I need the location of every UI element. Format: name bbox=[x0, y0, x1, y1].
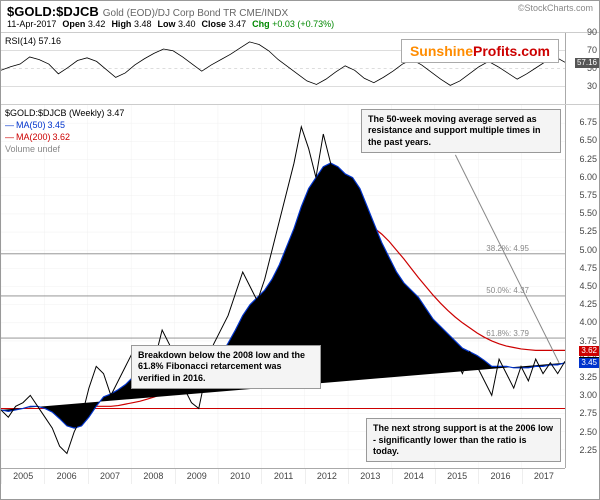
annotation-support: The next strong support is at the 2006 l… bbox=[366, 418, 561, 462]
rsi-legend: RSI(14) 57.16 bbox=[5, 35, 61, 47]
date-label: 11-Apr-2017 bbox=[7, 19, 56, 29]
close-group: Close 3.47 bbox=[202, 19, 247, 29]
x-tick: 2014 bbox=[392, 469, 435, 484]
value-badge: 3.45 bbox=[579, 358, 599, 368]
x-tick: 2009 bbox=[175, 469, 218, 484]
source-credit: ©StockCharts.com bbox=[518, 3, 593, 13]
main-legend: $GOLD:$DJCB (Weekly) 3.47 — MA(50) 3.45 … bbox=[5, 107, 124, 155]
legend-ticker: $GOLD:$DJCB (Weekly) 3.47 bbox=[5, 107, 124, 119]
main-yaxis: 2.252.502.753.003.253.503.754.004.254.50… bbox=[565, 105, 599, 468]
x-tick: 2005 bbox=[1, 469, 44, 484]
x-tick: 2010 bbox=[218, 469, 261, 484]
header-title-row: $GOLD:$DJCB Gold (EOD)/DJ Corp Bond TR C… bbox=[7, 4, 593, 19]
high-group: High 3.48 bbox=[111, 19, 151, 29]
watermark-part2: Profits.com bbox=[473, 43, 550, 59]
rsi-yaxis: 3050709057.16 bbox=[565, 33, 599, 104]
low-group: Low 3.40 bbox=[157, 19, 195, 29]
annotation-ma50: The 50-week moving average served as res… bbox=[361, 109, 561, 153]
x-tick: 2013 bbox=[348, 469, 391, 484]
legend-volume: Volume undef bbox=[5, 143, 124, 155]
chg-group: Chg +0.03 (+0.73%) bbox=[252, 19, 334, 29]
rsi-label: RSI(14) bbox=[5, 36, 36, 46]
main-plot: $GOLD:$DJCB (Weekly) 3.47 — MA(50) 3.45 … bbox=[1, 105, 565, 468]
legend-ma200: — MA(200) 3.62 bbox=[5, 131, 124, 143]
x-tick: 2008 bbox=[131, 469, 174, 484]
value-badge: 3.62 bbox=[579, 346, 599, 356]
chart-header: $GOLD:$DJCB Gold (EOD)/DJ Corp Bond TR C… bbox=[1, 1, 599, 32]
x-tick: 2015 bbox=[435, 469, 478, 484]
watermark-badge: SunshineProfits.com bbox=[401, 39, 559, 63]
x-tick: 2011 bbox=[261, 469, 304, 484]
ohlc-row: 11-Apr-2017 Open 3.42 High 3.48 Low 3.40… bbox=[7, 19, 593, 29]
legend-ma50: — MA(50) 3.45 bbox=[5, 119, 124, 131]
main-panel: $GOLD:$DJCB (Weekly) 3.47 — MA(50) 3.45 … bbox=[1, 104, 599, 484]
rsi-plot: RSI(14) 57.16 SunshineProfits.com bbox=[1, 33, 565, 104]
x-tick: 2017 bbox=[522, 469, 565, 484]
x-tick: 2016 bbox=[478, 469, 521, 484]
main-svg bbox=[1, 105, 565, 468]
chart-container: $GOLD:$DJCB Gold (EOD)/DJ Corp Bond TR C… bbox=[0, 0, 600, 500]
x-tick: 2012 bbox=[305, 469, 348, 484]
main-xaxis: 2005200620072008200920102011201220132014… bbox=[1, 468, 565, 484]
watermark-part1: Sunshine bbox=[410, 43, 473, 59]
annotation-breakdown: Breakdown below the 2008 low and the 61.… bbox=[131, 345, 321, 389]
open-group: Open 3.42 bbox=[62, 19, 105, 29]
rsi-panel: RSI(14) 57.16 SunshineProfits.com 305070… bbox=[1, 32, 599, 104]
rsi-value: 57.16 bbox=[39, 36, 62, 46]
x-tick: 2007 bbox=[88, 469, 131, 484]
ticker-symbol: $GOLD:$DJCB bbox=[7, 4, 99, 19]
ticker-description: Gold (EOD)/DJ Corp Bond TR CME/INDX bbox=[103, 8, 288, 19]
x-tick: 2006 bbox=[44, 469, 87, 484]
